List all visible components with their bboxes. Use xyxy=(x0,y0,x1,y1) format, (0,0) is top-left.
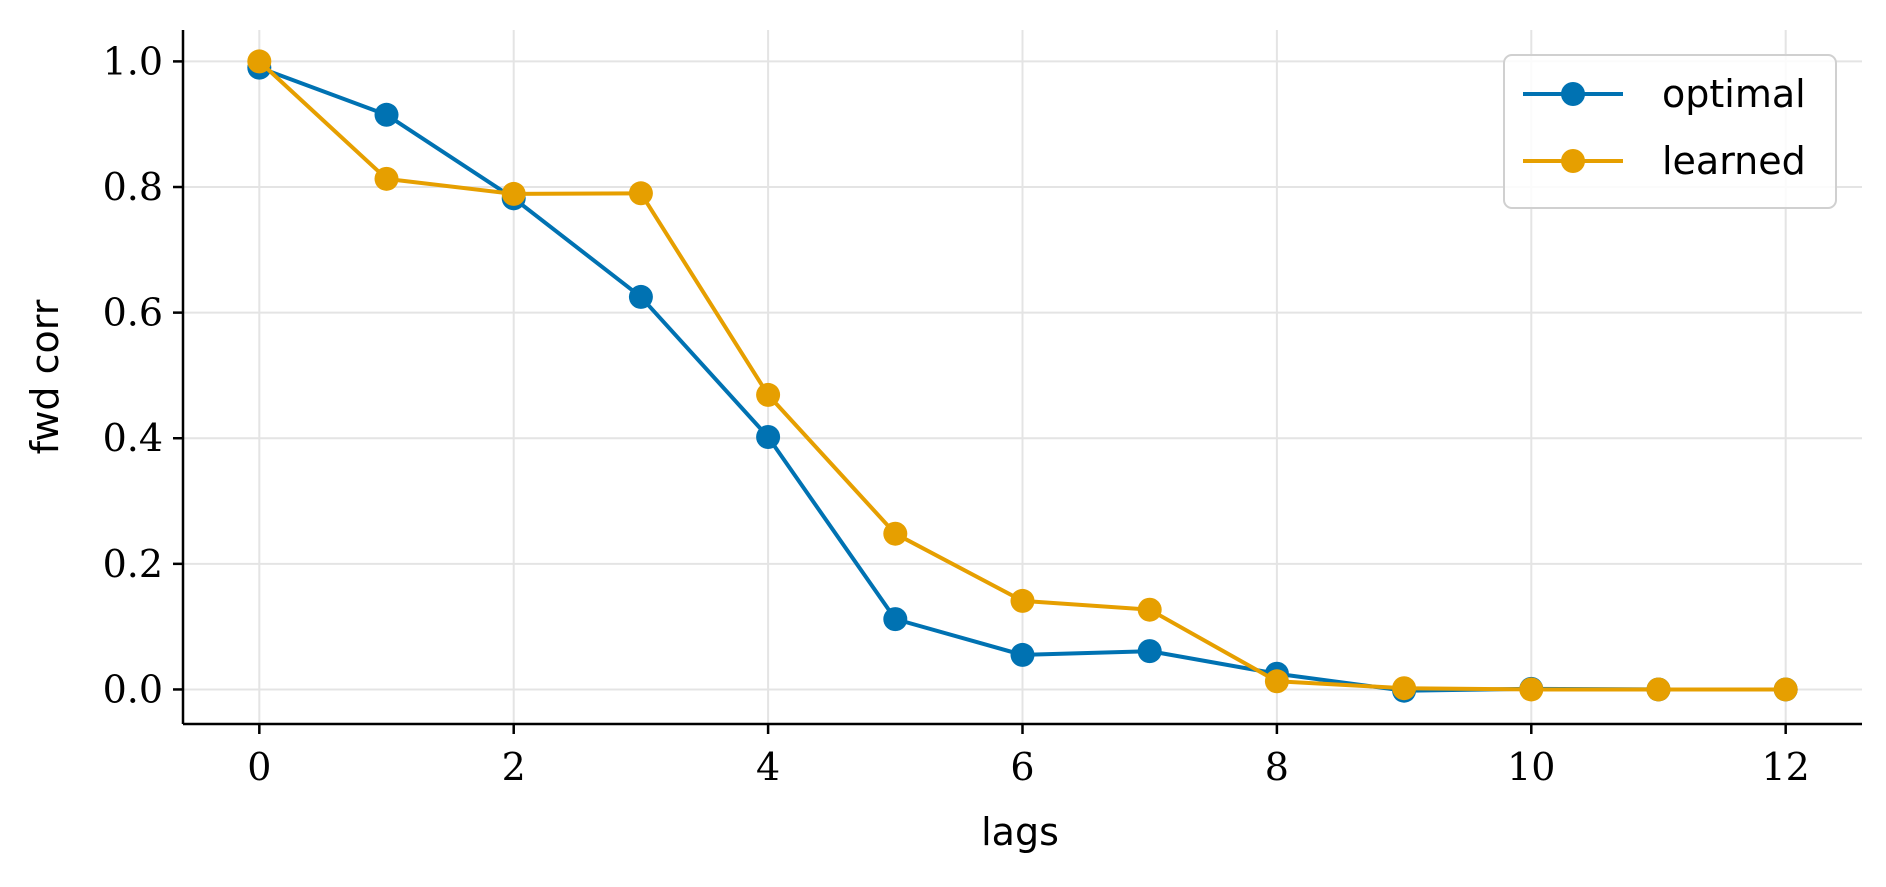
data-point-learned xyxy=(1264,669,1289,694)
legend-label: learned xyxy=(1662,139,1806,183)
data-point-learned xyxy=(1137,597,1162,622)
data-point-optimal xyxy=(883,607,908,632)
data-point-learned xyxy=(1646,677,1671,702)
data-point-learned xyxy=(247,49,272,74)
data-point-optimal xyxy=(1137,639,1162,664)
data-point-optimal xyxy=(1010,642,1035,667)
data-point-optimal xyxy=(374,102,399,127)
legend-marker xyxy=(1561,149,1585,173)
x-axis-label: lags xyxy=(981,810,1059,854)
data-point-learned xyxy=(1392,676,1417,701)
x-ticks: 0 2 4 6 8 10 12 xyxy=(247,724,1810,789)
data-point-optimal xyxy=(756,424,781,449)
legend-item-learned: learned xyxy=(1523,139,1806,183)
series-group xyxy=(247,49,1798,703)
data-point-learned xyxy=(1773,677,1798,702)
legend-marker xyxy=(1561,82,1585,106)
data-point-learned xyxy=(374,166,399,191)
y-tick-label: 0.0 xyxy=(103,667,163,711)
data-point-learned xyxy=(628,181,653,206)
y-tick-label: 1.0 xyxy=(103,39,163,83)
series-learned xyxy=(247,49,1798,702)
y-tick-label: 0.6 xyxy=(103,291,163,335)
y-axis-label: fwd corr xyxy=(23,299,67,454)
data-point-learned xyxy=(1519,677,1544,702)
y-tick-label: 0.2 xyxy=(103,542,163,586)
legend-item-optimal: optimal xyxy=(1523,72,1806,116)
x-tick-label: 6 xyxy=(1010,745,1034,789)
x-tick-label: 12 xyxy=(1762,745,1810,789)
legend-label: optimal xyxy=(1662,72,1806,116)
x-tick-label: 0 xyxy=(247,745,271,789)
legend: optimal learned xyxy=(1503,54,1837,209)
y-tick-label: 0.4 xyxy=(103,416,163,460)
data-point-learned xyxy=(883,521,908,546)
x-tick-label: 4 xyxy=(756,745,780,789)
data-point-learned xyxy=(1010,588,1035,613)
data-point-learned xyxy=(756,382,781,407)
y-ticks: 0.0 0.2 0.4 0.6 0.8 1.0 xyxy=(103,39,183,711)
data-point-optimal xyxy=(628,284,653,309)
x-tick-label: 10 xyxy=(1507,745,1555,789)
y-tick-label: 0.8 xyxy=(103,165,163,209)
x-tick-label: 8 xyxy=(1265,745,1289,789)
data-point-learned xyxy=(501,181,526,206)
x-tick-label: 2 xyxy=(502,745,526,789)
